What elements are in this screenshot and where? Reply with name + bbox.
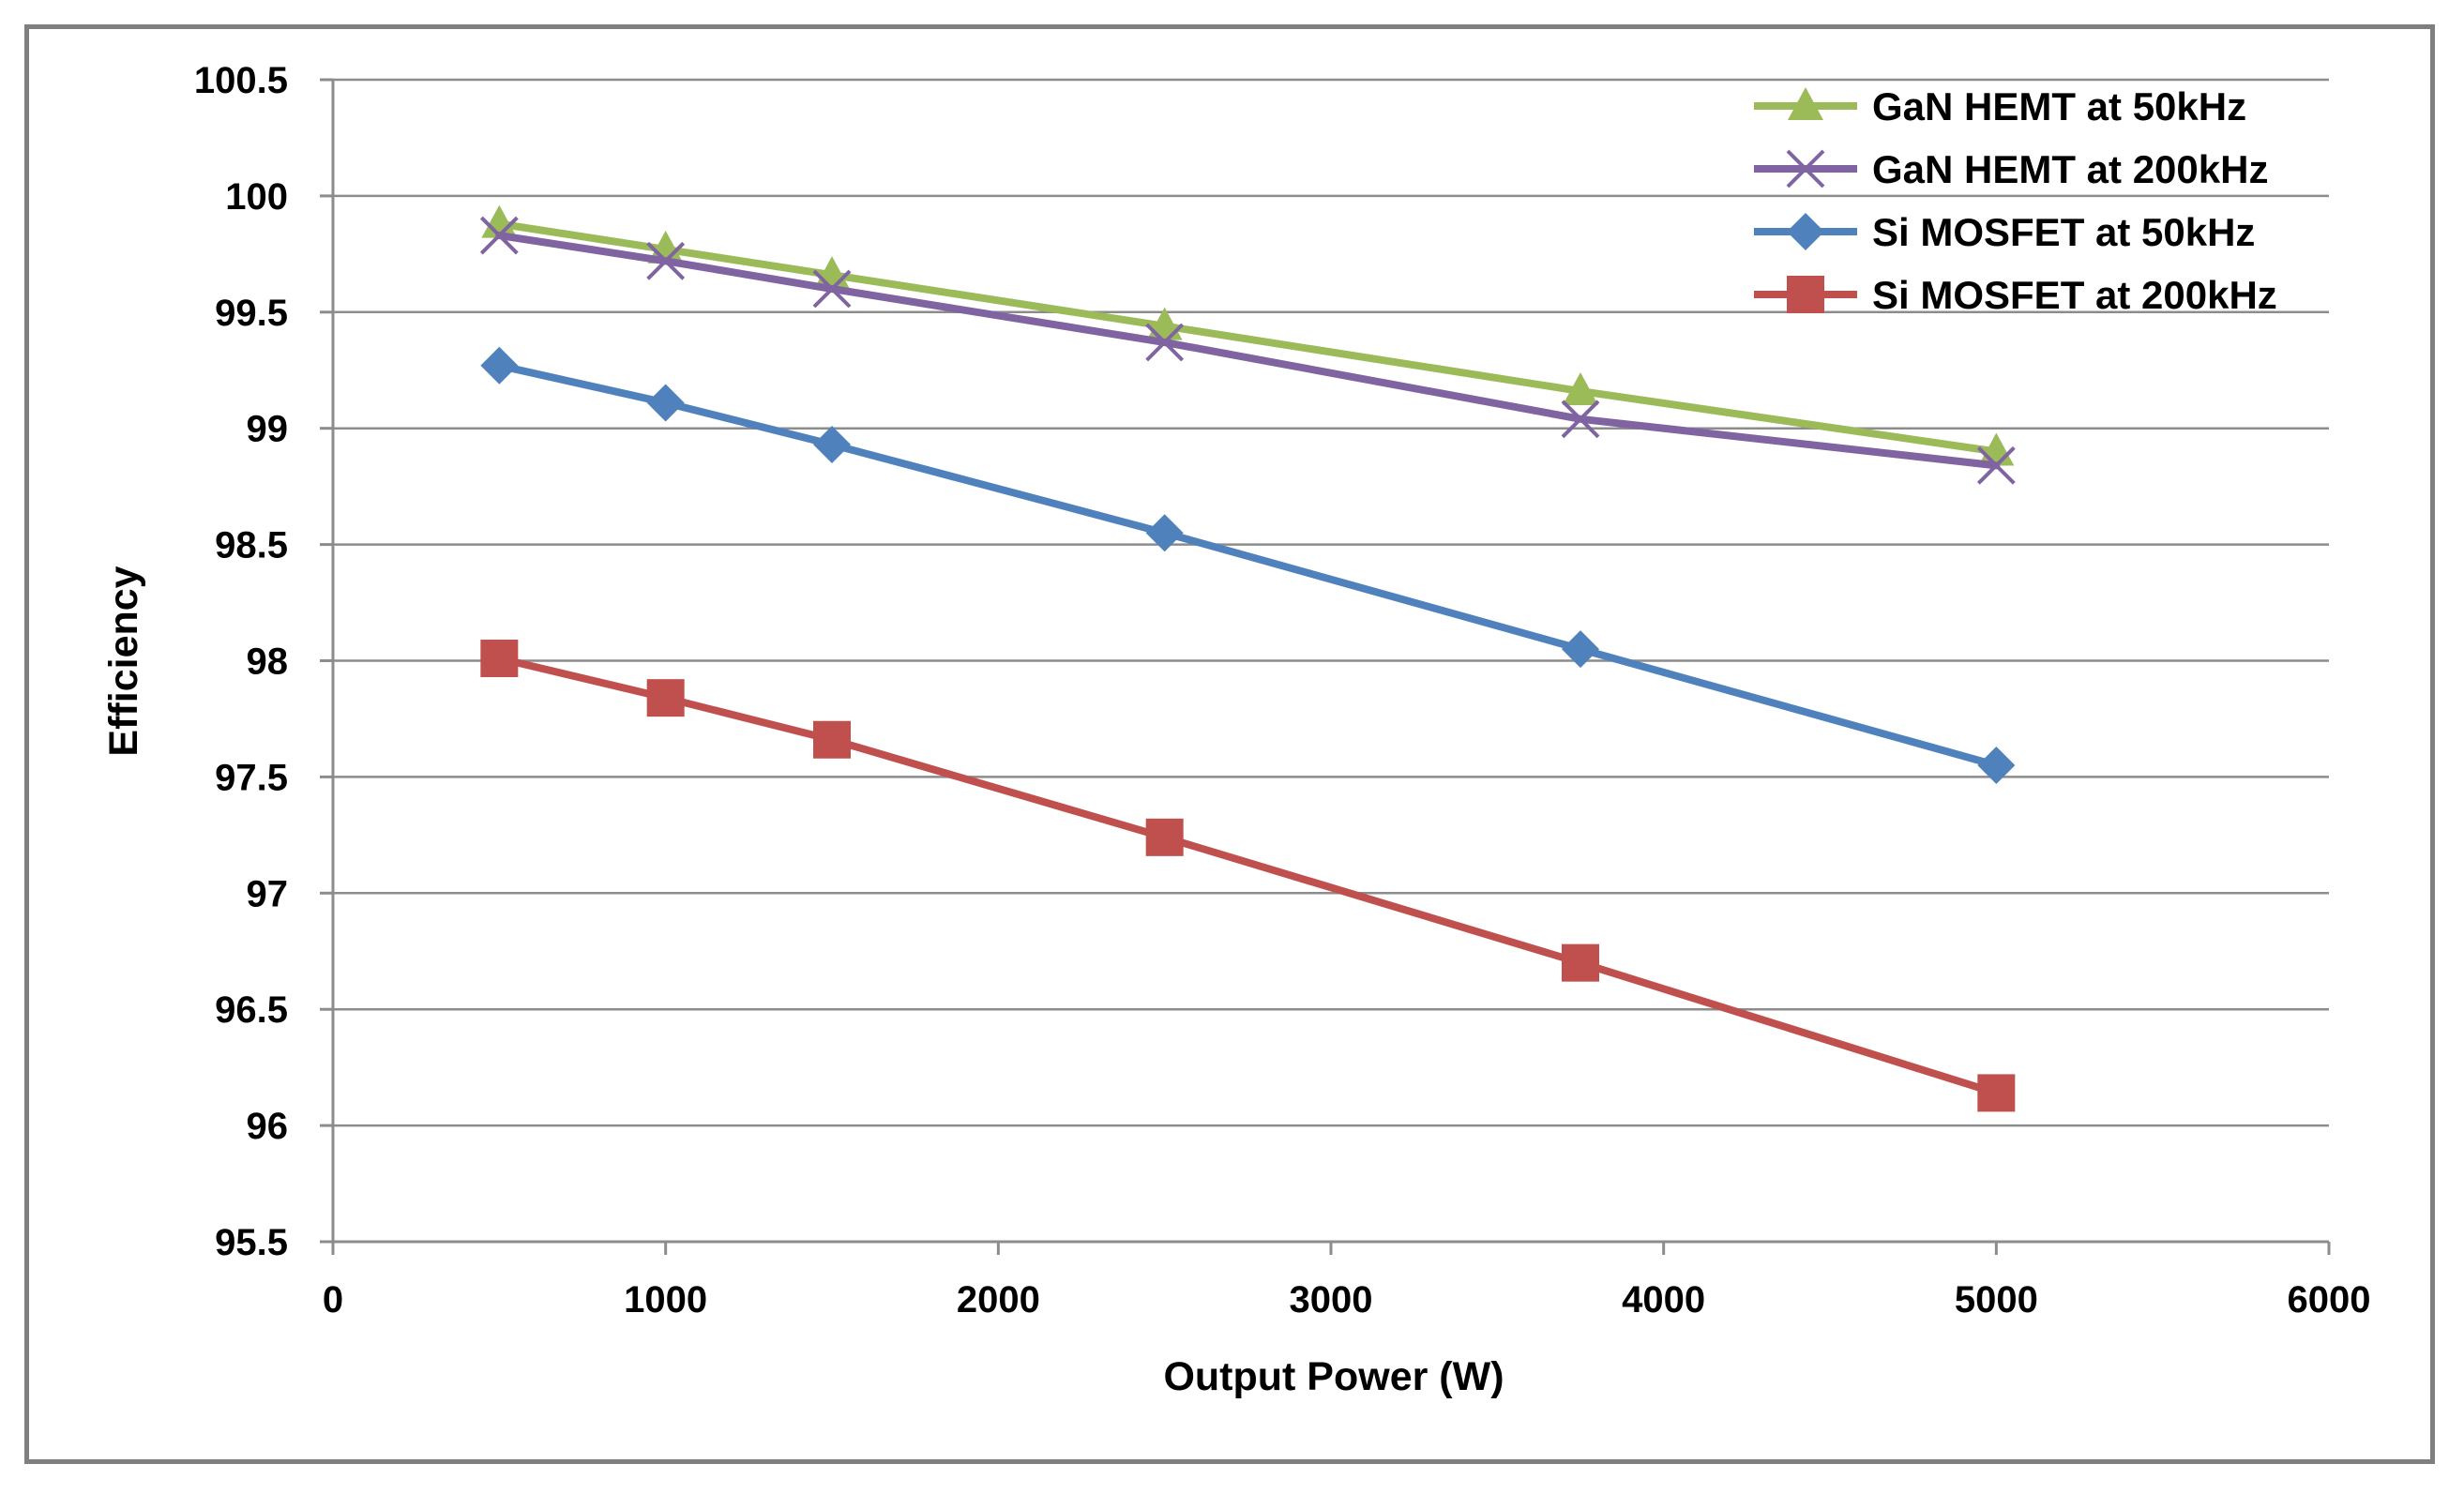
y-tick-label: 96 [247, 1106, 289, 1147]
legend-marker [1787, 276, 1824, 313]
legend-label: Si MOSFET at 50kHz [1872, 210, 2255, 254]
data-point [1561, 400, 1600, 439]
data-point [1977, 1074, 2016, 1112]
data-point [646, 241, 686, 280]
axes [320, 78, 2331, 1255]
series-line [495, 361, 2001, 770]
data-point [479, 216, 519, 255]
series-gan-hemt-at-50khz [481, 204, 2015, 466]
data-point [1145, 323, 1185, 362]
data-point [1976, 445, 2016, 485]
data-point [813, 426, 851, 464]
series-si-mosfet-at-200khz [480, 640, 2016, 1112]
data-point [812, 269, 852, 309]
legend-entry: Si MOSFET at 50kHz [1754, 210, 2255, 254]
y-tick-label: 100 [225, 176, 288, 218]
series-line [495, 655, 2001, 1097]
y-tick-label: 96.5 [215, 989, 288, 1031]
data-point [646, 384, 685, 422]
series-line [495, 232, 2001, 470]
x-tick-label: 6000 [2288, 1279, 2371, 1320]
chart-frame [24, 24, 2435, 1464]
x-tick-label: 3000 [1290, 1279, 1373, 1320]
legend-entry: GaN HEMT at 200kHz [1754, 147, 2268, 191]
series-line [495, 219, 2001, 456]
y-tick-label: 100.5 [194, 60, 288, 101]
y-tick-label: 98.5 [215, 525, 288, 566]
legend-marker [1788, 87, 1823, 120]
x-tick-label: 2000 [957, 1279, 1040, 1320]
y-tick-label: 98 [247, 641, 289, 683]
x-tick-label: 5000 [1955, 1279, 2038, 1320]
y-tick-label: 97.5 [215, 757, 288, 798]
data-point [1145, 818, 1184, 856]
data-point [480, 346, 519, 385]
y-tick-label: 99 [247, 409, 289, 450]
grid-lines [333, 78, 2329, 1127]
data-point [1977, 747, 2016, 785]
x-tick-label: 4000 [1622, 1279, 1705, 1320]
y-axis-title: Efficiency [101, 566, 146, 756]
data-point [1562, 943, 1599, 982]
x-tick-label: 1000 [624, 1279, 707, 1320]
y-tick-label: 97 [247, 873, 289, 914]
series-gan-hemt-at-200khz [479, 216, 2016, 485]
legend-marker [1787, 213, 1824, 250]
legend-label: GaN HEMT at 200kHz [1872, 147, 2268, 191]
legend-label: Si MOSFET at 200kHz [1872, 273, 2277, 317]
data-point [647, 230, 684, 264]
y-tick-label: 95.5 [215, 1222, 288, 1263]
legend-marker [1786, 149, 1825, 189]
data-point [1145, 514, 1184, 552]
data-point [481, 204, 518, 238]
data-point [646, 679, 685, 717]
series-si-mosfet-at-50khz [480, 346, 2016, 785]
data-point [480, 640, 519, 678]
y-tick-label: 99.5 [215, 293, 288, 334]
legend-entry: GaN HEMT at 50kHz [1754, 84, 2246, 128]
data-point [1563, 372, 1598, 406]
x-axis-title: Output Power (W) [1163, 1354, 1504, 1399]
legend-label: GaN HEMT at 50kHz [1872, 84, 2246, 128]
data-point [1562, 630, 1599, 669]
legend-entry: Si MOSFET at 200kHz [1754, 273, 2277, 317]
data-point [813, 720, 851, 759]
series-lines [479, 204, 2016, 1112]
legend: GaN HEMT at 50kHz GaN HEMT at 200kHz Si MO… [1754, 84, 2277, 317]
tick-labels: 95.5 96 96.5 97 97.5 98 98.5 99 99.5 100 100.5 0 100… [194, 60, 2371, 1320]
x-tick-label: 0 [323, 1279, 343, 1320]
